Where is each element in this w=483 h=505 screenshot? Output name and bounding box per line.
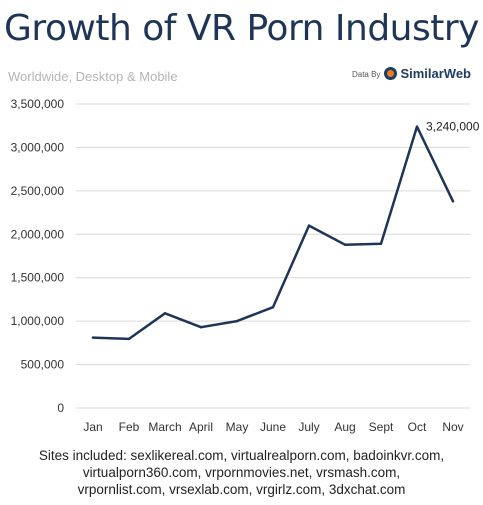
data-point [235,319,239,323]
y-tick-label: 2,000,000 [11,227,65,241]
data-point [379,242,383,246]
sites-note-line: Sites included: sexlikereal.com, virtual… [38,448,445,463]
data-point [127,337,131,341]
y-tick-label: 500,000 [21,358,65,372]
data-point [199,326,203,329]
x-tick-label: July [298,420,319,434]
y-tick-label: 1,500,000 [11,271,65,285]
sites-note: Sites included: sexlikereal.com, virtual… [0,447,483,498]
x-tick-label: May [226,420,249,434]
chart-subtitle: Worldwide, Desktop & Mobile [8,69,178,84]
x-tick-label: April [189,420,213,434]
data-point [451,200,455,203]
data-point [343,243,347,246]
data-point [163,312,167,315]
x-tick-label: March [148,420,181,434]
data-point [415,125,419,128]
x-tick-label: June [260,420,286,434]
data-point [307,224,311,227]
peak-data-label: 3,240,000 [426,120,480,134]
x-tick-label: Aug [334,420,355,434]
data-credit: Data By SimilarWeb [352,66,471,81]
chart-title: Growth of VR Porn Industry [4,8,479,49]
x-tick-label: Nov [442,420,463,434]
y-tick-label: 0 [57,401,64,415]
line-chart: 0 500,000 1,000,000 1,500,000 2,000,000 2,500… [11,97,480,434]
x-tick-label: Sept [369,420,394,434]
x-tick-label: Feb [119,420,140,434]
similarweb-logo-icon [384,67,398,80]
data-point [91,336,95,339]
credit-brand: SimilarWeb [400,66,471,81]
credit-prefix: Data By [351,70,381,79]
data-point [271,306,275,309]
y-tick-label: 3,500,000 [11,97,65,111]
sites-note-line: virtualporn360.com, vrpornmovies.net, vr… [82,465,401,480]
x-tick-label: Oct [408,420,427,434]
y-tick-label: 2,500,000 [11,184,65,198]
sites-note-line: vrpornlist.com, vrsexlab.com, vrgirlz.co… [77,482,406,497]
y-tick-label: 1,000,000 [11,314,65,328]
y-tick-label: 3,000,000 [11,140,65,154]
x-tick-label: Jan [83,420,102,434]
